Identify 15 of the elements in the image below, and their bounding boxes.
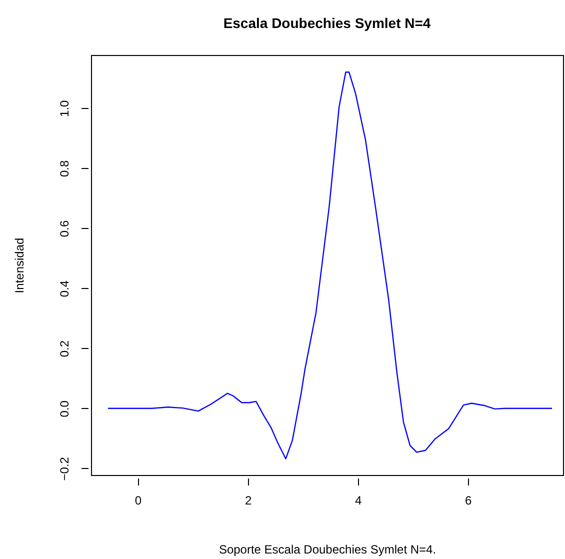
y-tick-label: 0.0 — [58, 400, 72, 418]
y-tick-label: 0.8 — [58, 160, 72, 178]
y-tick-label: 0.6 — [58, 220, 72, 238]
x-tick-label: 0 — [134, 494, 142, 508]
y-tick-label: 1.0 — [58, 100, 72, 117]
y-tick-label: 0.4 — [58, 280, 72, 298]
y-tick-label: 0.2 — [58, 340, 72, 358]
x-tick-label: 2 — [244, 494, 252, 508]
x-tick-label: 4 — [354, 494, 362, 508]
y-tick-label: −0.2 — [58, 456, 72, 481]
line-series — [107, 72, 553, 460]
chart-title: Escala Doubechies Symlet N=4 — [223, 15, 431, 31]
y-axis-title: Intensidad — [12, 238, 26, 294]
x-axis-title: Soporte Escala Doubechies Symlet N=4. — [218, 542, 436, 556]
x-tick-label: 6 — [464, 494, 472, 508]
